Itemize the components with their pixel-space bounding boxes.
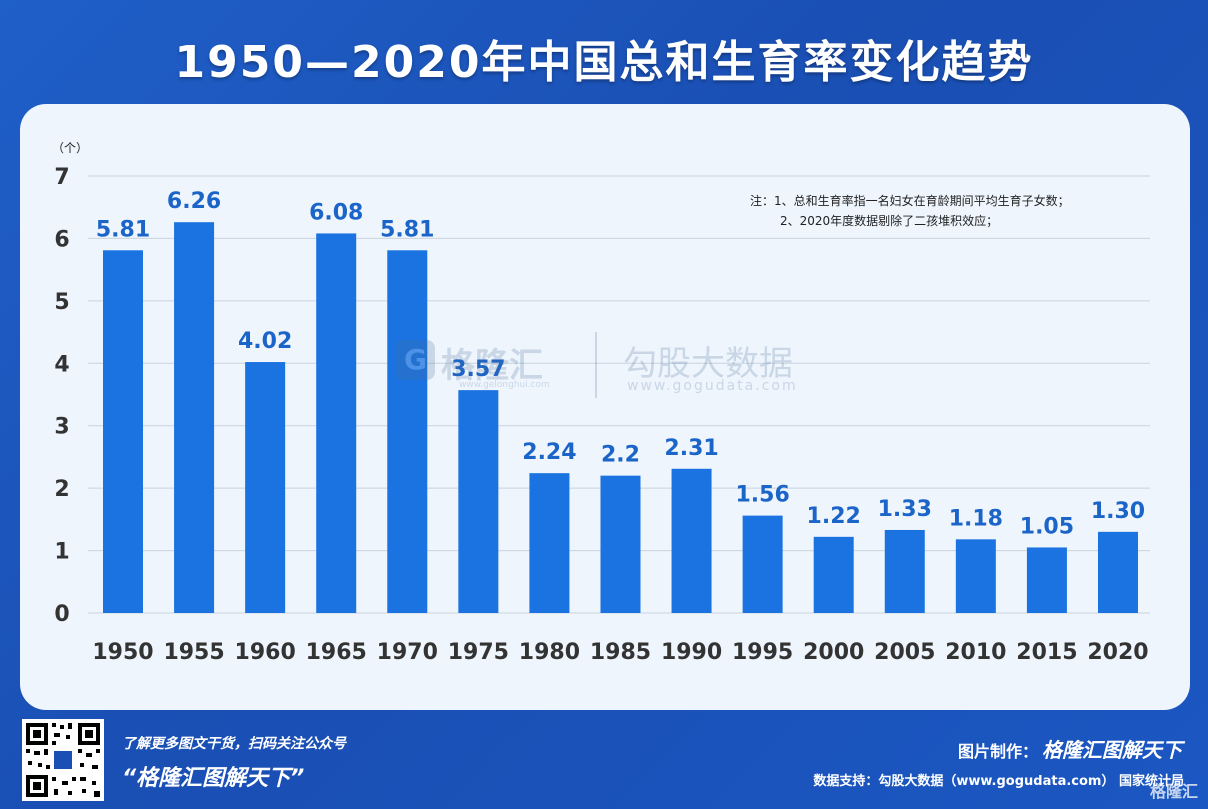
y-tick-label: 5 — [54, 290, 69, 315]
x-tick-label: 2000 — [803, 640, 864, 665]
bar — [316, 233, 357, 614]
x-tick-label: 2005 — [874, 640, 935, 665]
bar — [387, 250, 428, 614]
corner-logo: 格隆汇 — [1149, 782, 1198, 801]
data-label: 6.08 — [309, 200, 363, 225]
x-tick-label: 1975 — [448, 640, 509, 665]
data-source: 数据支持：勾股大数据（www.gogudata.com） 国家统计局 — [813, 774, 1184, 789]
data-label: 2.31 — [664, 436, 718, 461]
x-tick-label: 1960 — [235, 640, 296, 665]
credit-line: 图片制作： 格隆汇图解天下 — [958, 734, 1182, 763]
x-tick-label: 1955 — [163, 640, 224, 665]
data-label: 1.18 — [949, 506, 1003, 531]
y-tick-label: 7 — [54, 165, 69, 190]
bar — [529, 473, 570, 613]
x-tick-label: 1970 — [377, 640, 438, 665]
data-label: 5.81 — [96, 217, 150, 242]
note-line-2: 2、2020年度数据剔除了二孩堆积效应； — [780, 214, 999, 228]
bar — [458, 390, 499, 613]
data-label: 3.57 — [451, 357, 505, 382]
bar — [671, 468, 712, 613]
qr-code-icon[interactable] — [22, 719, 104, 801]
bar — [600, 475, 641, 613]
data-label: 4.02 — [238, 329, 292, 354]
x-tick-label: 1990 — [661, 640, 722, 665]
bar — [955, 539, 996, 613]
data-label: 1.56 — [735, 483, 789, 508]
credit-label: 图片制作： — [957, 742, 1038, 761]
data-label: 1.22 — [807, 504, 861, 529]
bar — [1026, 547, 1067, 613]
x-tick-label: 2015 — [1016, 640, 1077, 665]
bar — [1097, 531, 1138, 613]
data-label: 1.33 — [878, 497, 932, 522]
gelonghui-logo-icon: G — [395, 340, 435, 380]
data-label: 2.24 — [522, 440, 576, 465]
watermark-brand-gogudata-url: www.gogudata.com — [627, 378, 798, 394]
bar — [742, 515, 783, 613]
x-tick-label: 1965 — [306, 640, 367, 665]
x-tick-label: 1950 — [92, 640, 153, 665]
page-title: 1950—2020年中国总和生育率变化趋势 — [174, 37, 1034, 88]
y-tick-label: 1 — [54, 540, 69, 565]
bar — [813, 536, 854, 613]
watermark-brand-gogudata: 勾股大数据 — [623, 344, 793, 384]
data-label: 2.2 — [601, 443, 640, 468]
y-tick-label: 2 — [54, 477, 69, 502]
chart-note: 注：1、总和生育率指一名妇女在育龄期间平均生育子女数； 2、2020年度数据剔除… — [750, 191, 1070, 231]
data-label: 1.05 — [1020, 514, 1074, 539]
x-tick-label: 2010 — [945, 640, 1006, 665]
y-tick-label: 6 — [54, 227, 69, 252]
bar — [884, 529, 925, 613]
x-tick-label: 1995 — [732, 640, 793, 665]
y-unit-label: （个） — [52, 141, 88, 155]
watermark-brand-gelonghui: 格隆汇 — [441, 346, 543, 386]
y-tick-label: 0 — [54, 602, 69, 627]
bar — [174, 222, 215, 613]
bar — [245, 362, 286, 613]
watermark-brand-gelonghui-url: www.gelonghui.com — [459, 380, 550, 390]
bar — [103, 250, 143, 614]
promo-slogan: “格隆汇图解天下” — [122, 766, 305, 791]
data-label: 6.26 — [167, 189, 221, 214]
watermark-divider — [595, 332, 597, 398]
note-line-1: 注：1、总和生育率指一名妇女在育龄期间平均生育子女数； — [750, 194, 1070, 208]
credit-brand: 格隆汇图解天下 — [1042, 738, 1182, 762]
data-label: 1.30 — [1091, 499, 1145, 524]
x-tick-label: 1980 — [519, 640, 580, 665]
watermark: G 格隆汇 www.gelonghui.com 勾股大数据 www.goguda… — [395, 332, 835, 402]
y-tick-label: 4 — [54, 352, 69, 377]
x-tick-label: 2020 — [1087, 640, 1148, 665]
promo-line: 了解更多图文干货，扫码关注公众号 — [122, 736, 346, 752]
x-tick-label: 1985 — [590, 640, 651, 665]
data-label: 5.81 — [380, 217, 434, 242]
y-tick-label: 3 — [54, 415, 69, 440]
